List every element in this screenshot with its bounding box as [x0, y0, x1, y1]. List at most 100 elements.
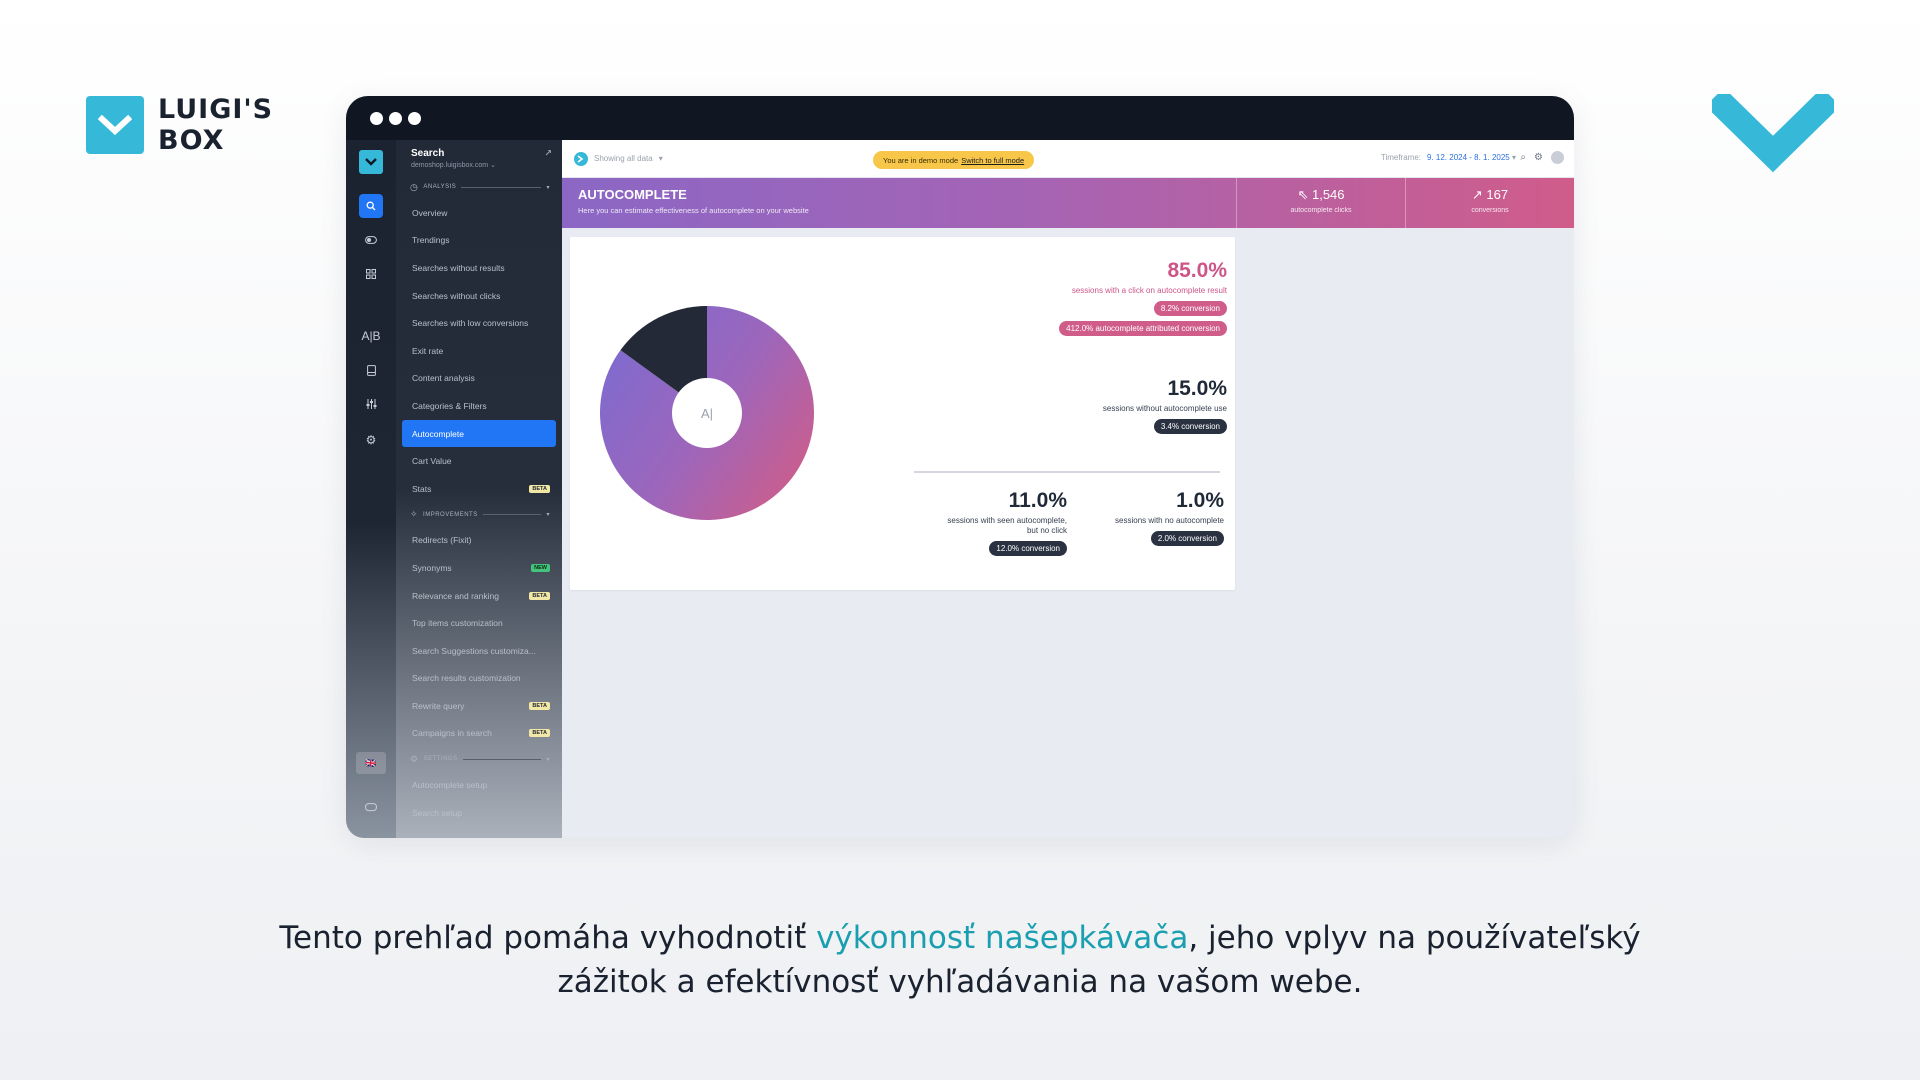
sidebar-item-categories-filters[interactable]: Categories & Filters — [396, 392, 562, 420]
book-icon[interactable] — [359, 358, 383, 382]
sidebar-item-relevance-and-ranking[interactable]: Relevance and ranking BETA — [396, 582, 562, 610]
trend-up-icon: ↗ — [1471, 187, 1483, 202]
settings-gear-icon[interactable]: ⚙ — [365, 433, 377, 447]
ab-test-icon[interactable]: A|B — [361, 329, 381, 343]
sidebar-item-searches-without-clicks[interactable]: Searches without clicks — [396, 282, 562, 310]
caption-line2: zážitok a efektívnosť vyhľadávania na va… — [557, 964, 1363, 1000]
sidebar-item-label: Overview — [412, 207, 448, 218]
sidebar-item-label: Relevance and ranking — [412, 590, 499, 601]
brand-wordmark: LUIGI'S BOX — [158, 94, 273, 156]
gear-icon[interactable]: ⚙ — [1534, 152, 1543, 163]
sidebar-item-label: Rewrite query — [412, 700, 465, 711]
app-window: A|B ⚙ 🇬🇧 Search ↗ demoshop.luigisbox.com… — [346, 96, 1574, 838]
toggle-icon[interactable] — [359, 228, 383, 252]
user-avatar-icon[interactable] — [1551, 151, 1564, 164]
window-dot[interactable] — [389, 111, 402, 125]
luigis-logo-icon — [574, 151, 588, 166]
sidebar-item-searches-without-results[interactable]: Searches without results — [396, 254, 562, 282]
conversion-badge: 12.0% conversion — [989, 541, 1067, 556]
sidebar-item-stats[interactable]: Stats BETA — [396, 475, 562, 503]
sidebar-item-searches-with-low-conversions[interactable]: Searches with low conversions — [396, 309, 562, 337]
sidebar-item-autocomplete[interactable]: Autocomplete — [402, 419, 556, 448]
stat-no-autocomplete-use: 15.0% sessions without autocomplete use … — [1103, 377, 1227, 434]
data-filter-dropdown[interactable]: Showing all data ▾ — [574, 151, 663, 166]
sidebar-item-overview[interactable]: Overview — [396, 199, 562, 227]
sliders-icon[interactable] — [359, 392, 383, 416]
sidebar-item-label: Autocomplete — [412, 428, 464, 439]
window-dot[interactable] — [370, 111, 383, 125]
sidebar-item-tag: BETA — [529, 701, 550, 710]
sidebar-item-label: Synonyms — [412, 562, 452, 573]
section-settings[interactable]: ⚙ SETTINGS ▾ — [396, 747, 562, 771]
app-logo-icon[interactable] — [359, 150, 383, 174]
feedback-icon[interactable] — [359, 796, 383, 820]
stat-label: sessions with a click on autocomplete re… — [1071, 286, 1227, 295]
logo-check-icon — [86, 96, 144, 154]
sidebar-item-label: Content analysis — [412, 373, 475, 384]
section-improvements[interactable]: ✧ IMPROVEMENTS ▾ — [396, 503, 562, 527]
sidebar-item-top-items-customization[interactable]: Top items customization — [396, 609, 562, 637]
sidebar-item-label: Stats — [412, 483, 432, 494]
search-icon[interactable]: ⌕ — [1520, 152, 1527, 163]
demo-text: You are in demo mode — [883, 155, 959, 165]
collapse-icon: ▾ — [546, 184, 550, 191]
main-content: Showing all data ▾ You are in demo mode … — [562, 140, 1574, 838]
conversion-badge: 3.4% conversion — [1153, 419, 1227, 434]
sidebar-item-cart-value[interactable]: Cart Value — [396, 447, 562, 475]
stat-value: 1.0% — [1176, 489, 1224, 512]
section-label: ANALYSIS — [423, 184, 457, 190]
language-flag-icon[interactable]: 🇬🇧 — [356, 752, 386, 774]
sidebar-item-tag: BETA — [529, 729, 550, 738]
window-titlebar — [346, 96, 1574, 140]
stat-label-line2: but no click — [1026, 526, 1067, 535]
kpi-label: autocomplete clicks — [1290, 207, 1352, 214]
switch-full-mode-link[interactable]: Switch to full mode — [961, 155, 1025, 165]
sparkle-icon: ✧ — [410, 509, 419, 520]
window-dot[interactable] — [408, 111, 421, 125]
sidebar-item-label: Top items customization — [412, 618, 503, 629]
stat-value: 85.0% — [1167, 259, 1227, 282]
clock-icon: ◷ — [410, 181, 419, 192]
external-link-icon[interactable]: ↗ — [544, 148, 552, 158]
icon-rail: A|B ⚙ 🇬🇧 — [346, 140, 396, 838]
stat-click-autocomplete: 85.0% sessions with a click on autocompl… — [1059, 259, 1227, 336]
sidebar-item-label: Trendings — [412, 235, 450, 246]
decorative-check-icon — [1705, 87, 1841, 195]
sidebar-item-tag: BETA — [529, 484, 550, 493]
cursor-click-icon: ⇖ — [1297, 187, 1309, 202]
caption-highlight: výkonnosť našepkávača — [816, 920, 1189, 956]
sidebar-item-content-analysis[interactable]: Content analysis — [396, 365, 562, 393]
sidebar-item-search-suggestions-customiza[interactable]: Search Suggestions customiza... — [396, 637, 562, 665]
grid-icon[interactable] — [359, 262, 383, 286]
sidebar-item-campaigns-in-search[interactable]: Campaigns in search BETA — [396, 720, 562, 748]
timeframe-label: Timeframe: — [1380, 153, 1422, 162]
kpi-autocomplete-clicks: ⇖ 1,546 autocomplete clicks — [1236, 178, 1405, 228]
sidebar-item-autocomplete-setup[interactable]: Autocomplete setup — [396, 771, 562, 799]
search-icon[interactable] — [359, 194, 383, 218]
sidebar-item-synonyms[interactable]: Synonyms NEW — [396, 554, 562, 582]
sidebar-item-label: Campaigns in search — [412, 728, 492, 739]
sidebar-nav: Search ↗ demoshop.luigisbox.com ⌄ ◷ ANAL… — [396, 140, 562, 838]
showing-label: Showing all data — [594, 154, 653, 163]
sidebar-item-label: Exit rate — [412, 345, 444, 356]
sidebar-item-exit-rate[interactable]: Exit rate — [396, 337, 562, 365]
demo-mode-pill: You are in demo mode Switch to full mode — [873, 151, 1035, 169]
timeframe-value: 9. 12. 2024 - 8. 1. 2025 — [1427, 153, 1510, 162]
sidebar-item-rewrite-query[interactable]: Rewrite query BETA — [396, 692, 562, 720]
sidebar-item-search-setup[interactable]: Search setup — [396, 799, 562, 827]
kpi-label: conversions — [1471, 207, 1509, 214]
timeframe-picker[interactable]: Timeframe: 9. 12. 2024 - 8. 1. 2025 ▾ — [1380, 153, 1516, 162]
section-analysis[interactable]: ◷ ANALYSIS ▾ — [396, 175, 562, 199]
autocomplete-banner: AUTOCOMPLETE Here you can estimate effec… — [562, 178, 1574, 228]
sidebar-item-label: Searches with low conversions — [412, 318, 529, 329]
stat-label: sessions with no autocomplete — [1115, 516, 1224, 525]
page-description: Here you can estimate effectiveness of a… — [578, 206, 809, 215]
sidebar-item-search-results-customization[interactable]: Search results customization — [396, 665, 562, 693]
kpi-conversions: ↗ 167 conversions — [1405, 178, 1574, 228]
site-selector[interactable]: demoshop.luigisbox.com ⌄ — [411, 162, 496, 169]
caption-text: Tento prehľad pomáha vyhodnotiť výkonnos… — [0, 916, 1920, 1004]
sidebar-item-redirects-fixit[interactable]: Redirects (Fixit) — [396, 527, 562, 555]
kpi-value: 1,546 — [1311, 187, 1345, 202]
sidebar-item-trendings[interactable]: Trendings — [396, 227, 562, 255]
top-bar: Showing all data ▾ You are in demo mode … — [562, 140, 1574, 178]
